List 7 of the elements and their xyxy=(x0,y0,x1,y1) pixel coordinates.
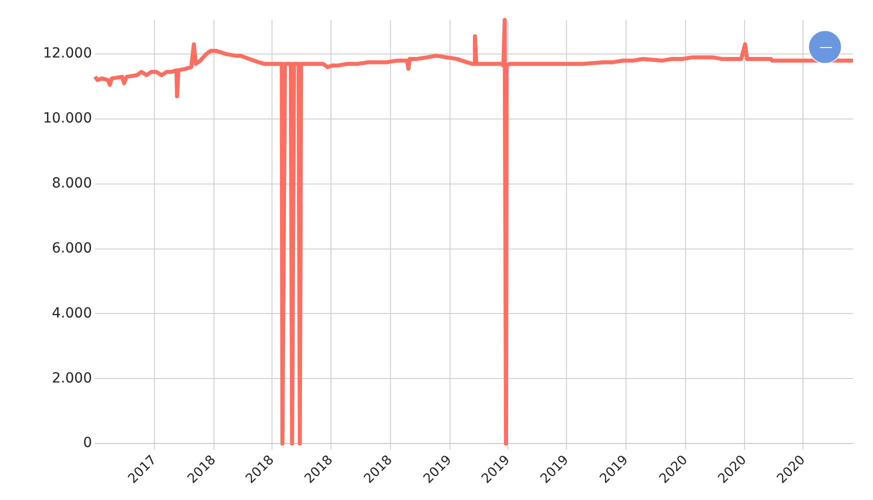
y-tick-label: 4.000 xyxy=(52,305,92,322)
y-tick-label: 10.000 xyxy=(42,110,92,127)
y-tick-label: 6.000 xyxy=(52,240,92,256)
y-tick-label: 8.000 xyxy=(52,176,92,192)
y-tick-label: 0 xyxy=(83,435,92,452)
y-tick-label: 12.000 xyxy=(42,46,92,62)
y-tick-label: 2.000 xyxy=(52,370,92,386)
